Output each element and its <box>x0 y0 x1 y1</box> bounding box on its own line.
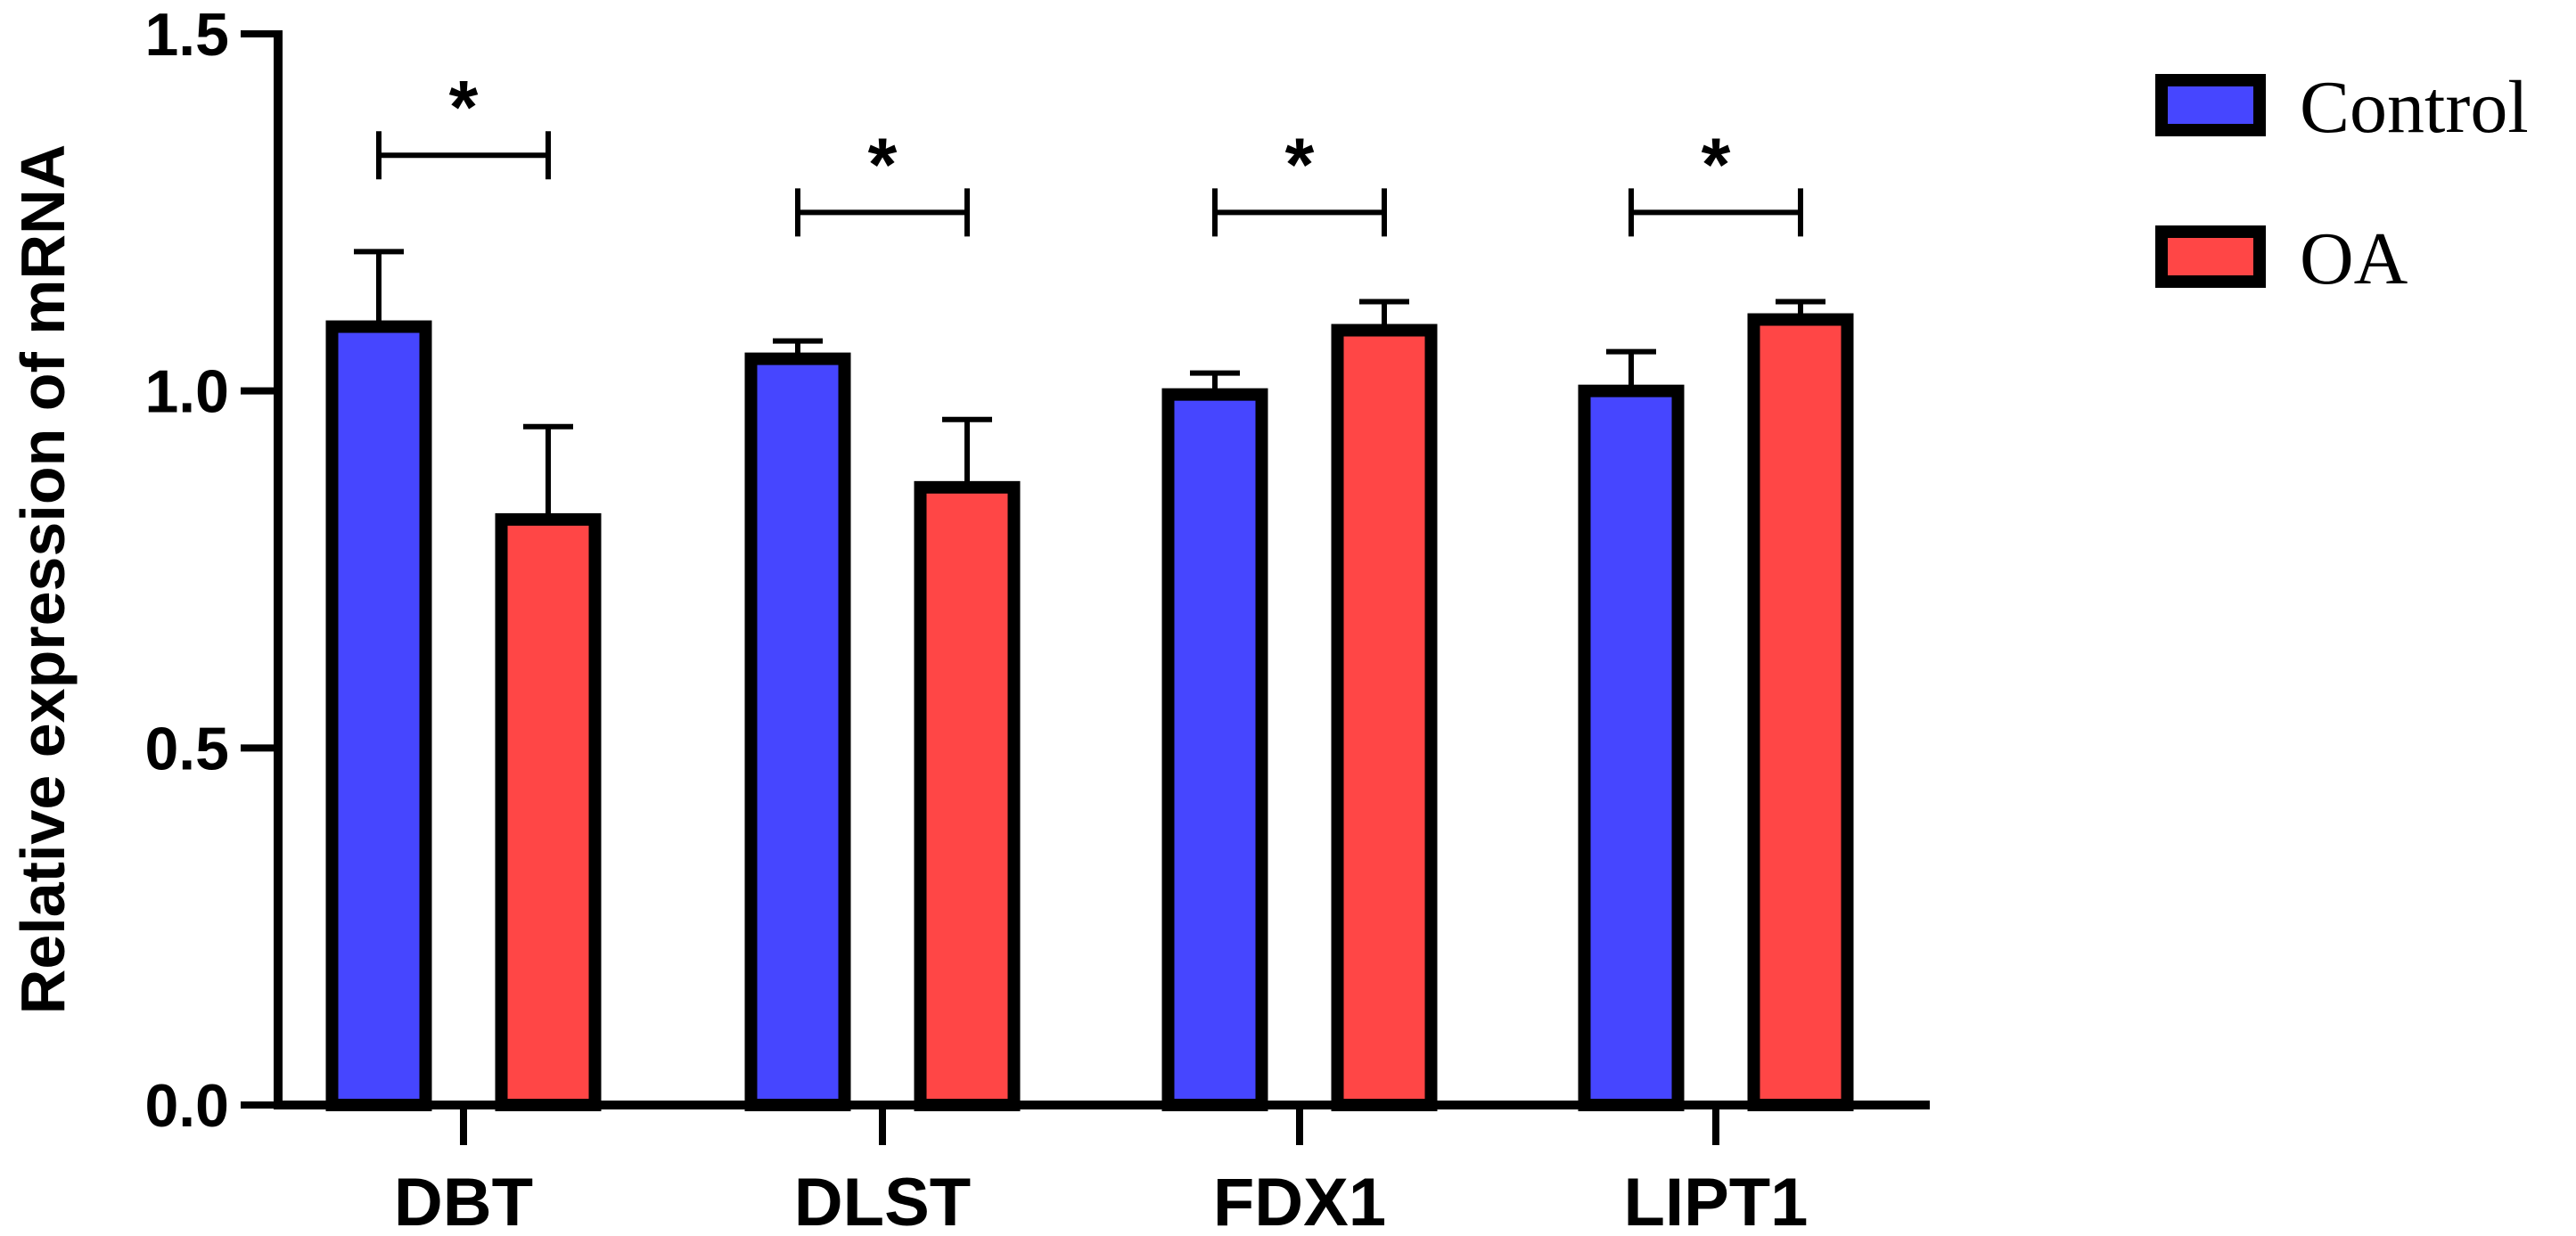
bar-dlst-control <box>744 352 851 1111</box>
y-axis-title: Relative expression of mRNA <box>8 144 78 1014</box>
significance-marker: * <box>1702 122 1731 206</box>
bar-fdx1-oa <box>1331 323 1438 1111</box>
bar-lipt1-control <box>1578 384 1685 1111</box>
significance-marker: * <box>449 65 479 149</box>
bar-dbt-oa <box>495 512 602 1111</box>
legend-swatch <box>2155 225 2266 288</box>
legend-item-control: Control <box>2155 66 2529 149</box>
x-tick-label: DLST <box>794 1165 971 1232</box>
x-tick-label: DBT <box>394 1165 533 1232</box>
legend-label: Control <box>2300 66 2529 149</box>
significance-fdx1: * <box>1212 122 1387 237</box>
significance-marker: * <box>868 122 898 206</box>
x-tick-label: LIPT1 <box>1624 1165 1809 1232</box>
bar-fdx1-control <box>1161 388 1268 1111</box>
legend-swatch <box>2155 74 2266 136</box>
bar-lipt1-oa <box>1747 313 1854 1111</box>
legend-label: OA <box>2300 217 2408 300</box>
legend: Control OA <box>2155 66 2529 300</box>
legend-item-oa: OA <box>2155 217 2408 300</box>
significance-lipt1: * <box>1628 122 1803 237</box>
significance-dbt: * <box>376 65 551 180</box>
y-tick-label: 0.5 <box>144 715 229 782</box>
significance-marker: * <box>1285 122 1315 206</box>
significance-dlst: * <box>795 122 970 237</box>
y-tick-label: 1.5 <box>144 1 229 69</box>
y-tick-label: 0.0 <box>144 1072 229 1140</box>
bar-dbt-control <box>325 320 432 1111</box>
bar-dlst-oa <box>914 480 1021 1111</box>
y-tick-label: 1.0 <box>144 358 229 426</box>
x-tick-label: FDX1 <box>1213 1165 1386 1232</box>
